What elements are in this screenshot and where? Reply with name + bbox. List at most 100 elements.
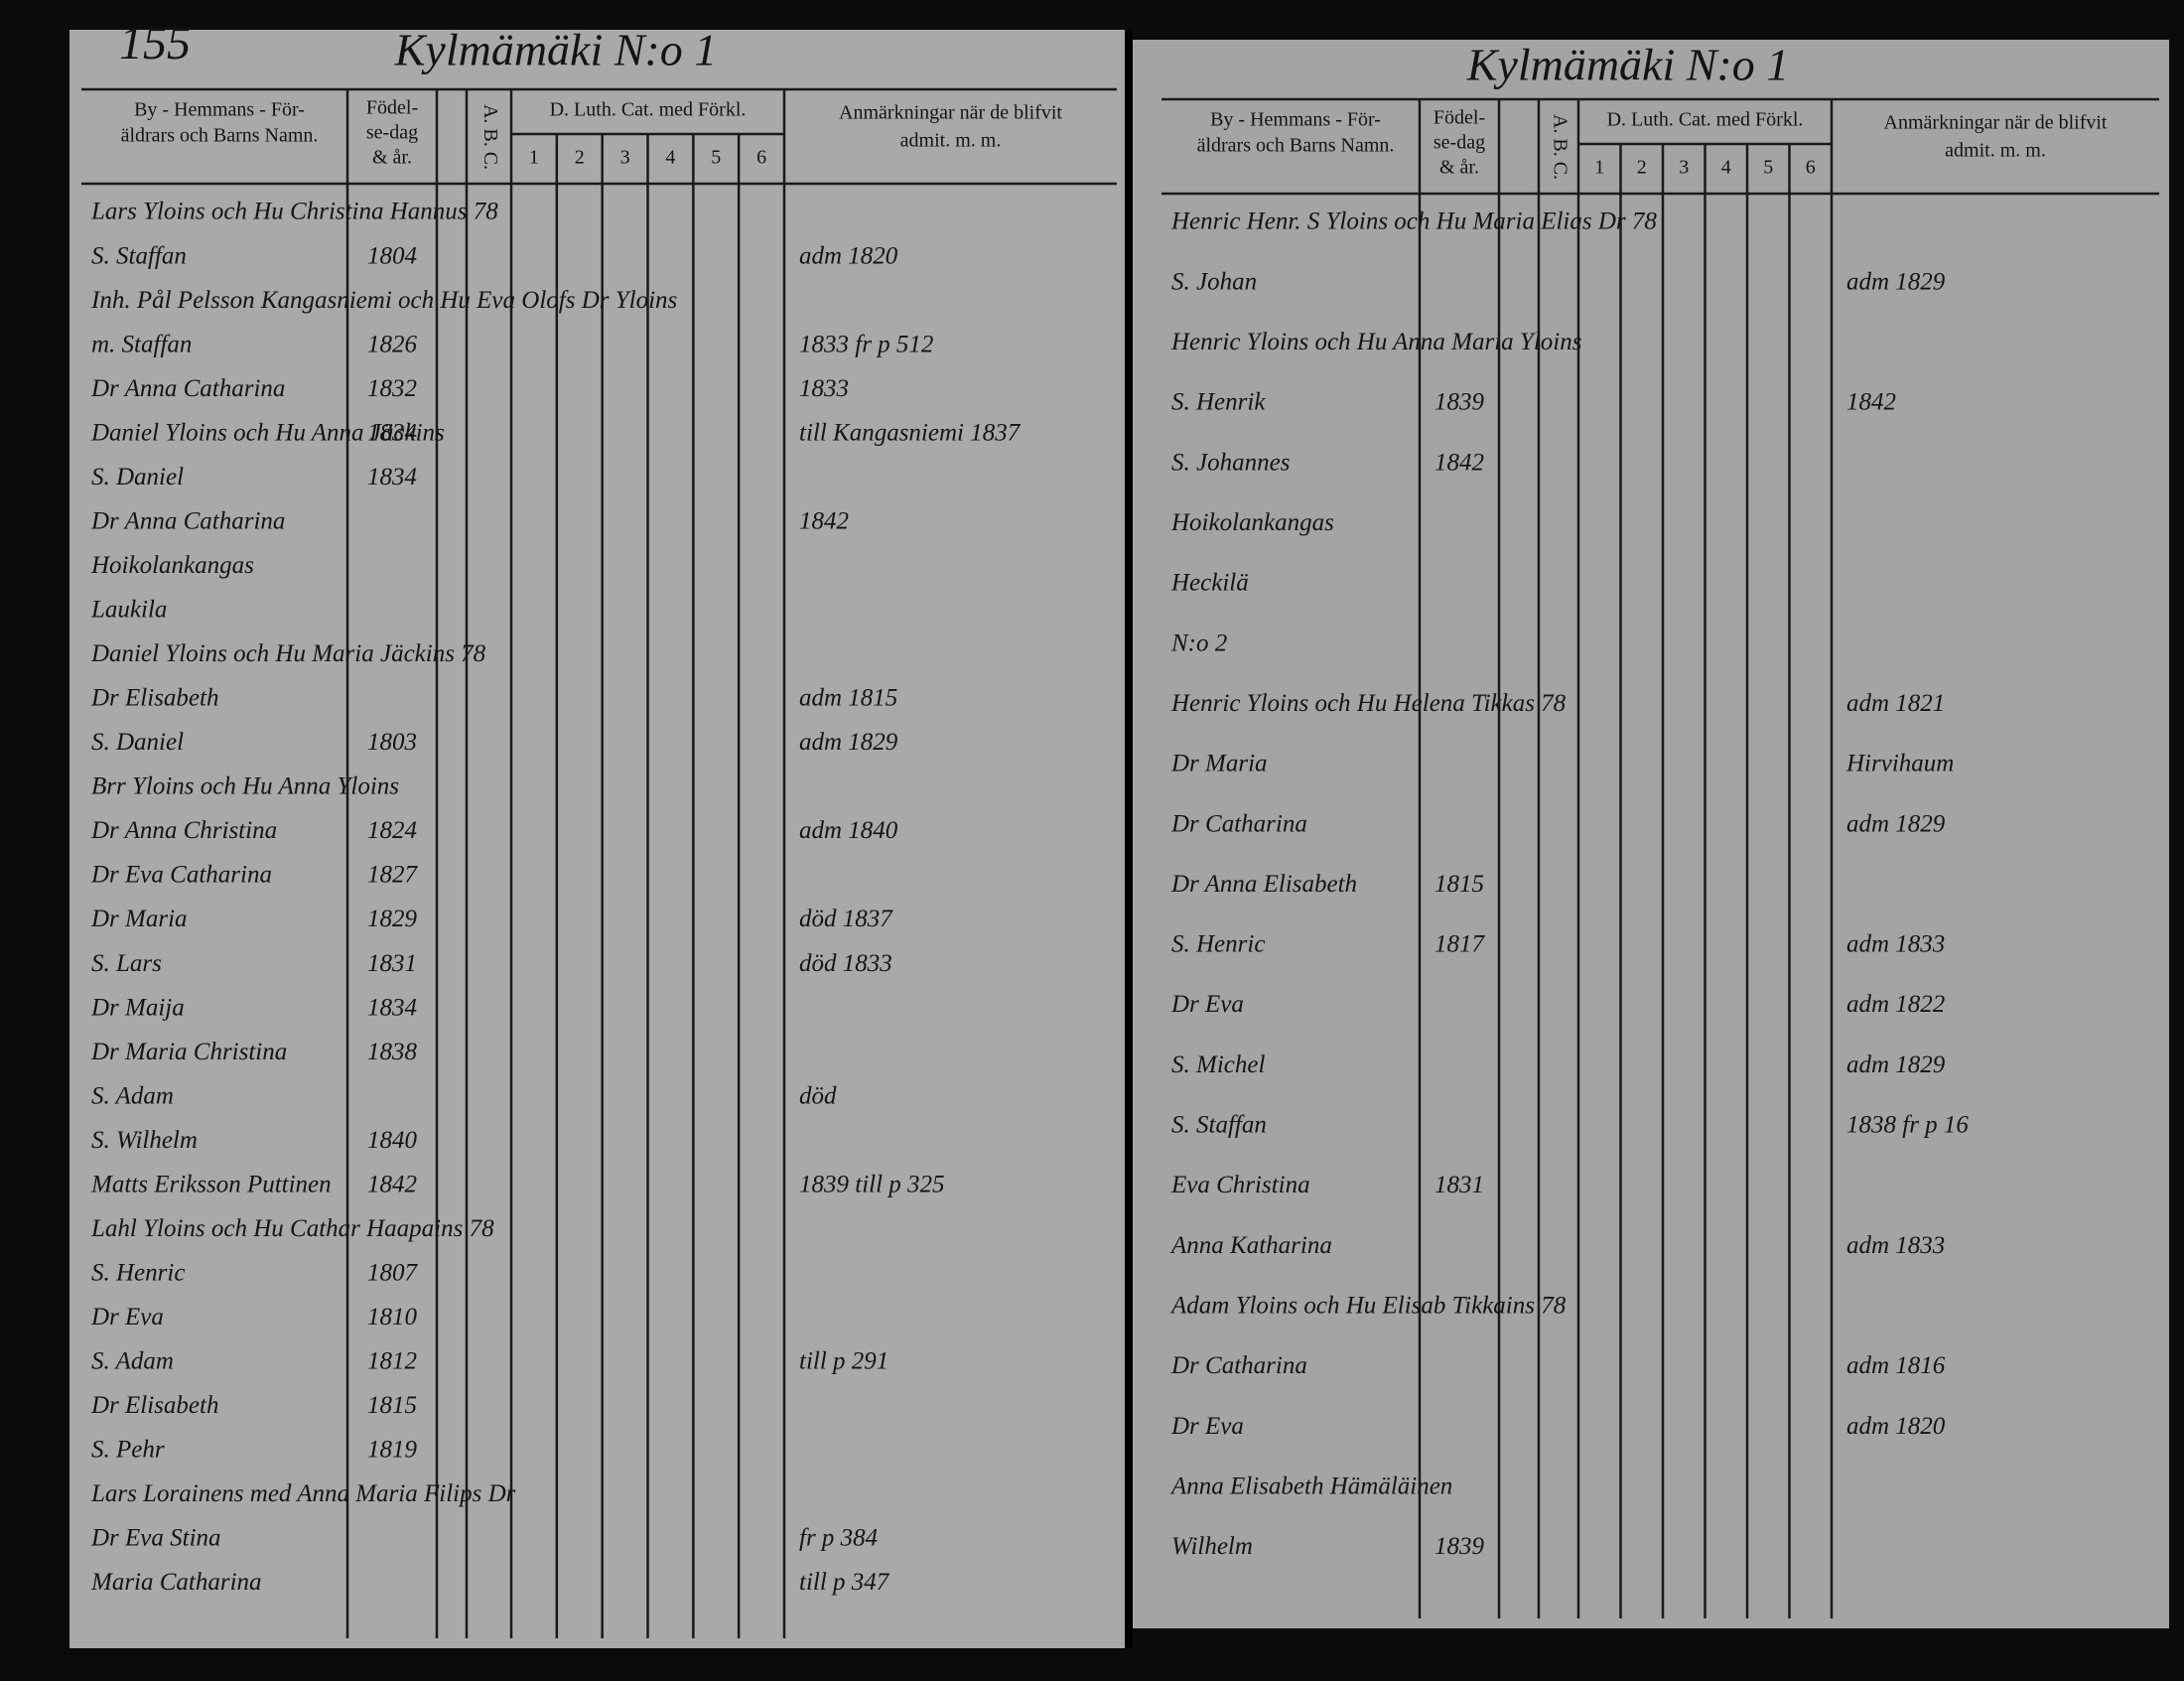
entry-name: Brr Yloins och Hu Anna Yloins [91,773,399,800]
entry-name: Dr Eva Stina [90,1525,221,1552]
entry-born: 1824 [367,817,417,844]
entry-remark: fr p 384 [799,1525,878,1552]
entry-remark: adm 1829 [1846,1051,1946,1078]
entry-name: Dr Anna Catharina [90,507,285,534]
entry-name: Dr Catharina [1170,810,1307,837]
entry-name: Dr Maria [90,906,188,932]
column-header: Anmärkningar när de blifvit [1884,112,2108,134]
entry-name: Dr Anna Catharina [90,375,285,402]
entry-remark: 1833 [799,375,849,402]
entry-born: 1842 [367,1171,417,1197]
right-page [1132,40,2169,1628]
column-header: D. Luth. Cat. med Förkl. [550,99,747,121]
entry-born: 1807 [367,1259,419,1286]
entry-remark: adm 1829 [1846,810,1946,837]
entry-born: 1817 [1434,931,1486,958]
entry-remark: adm 1829 [1846,268,1946,295]
left-page [69,30,1127,1648]
catechism-part: 1 [529,147,539,169]
entry-born: 1812 [367,1348,417,1375]
catechism-part: 5 [711,147,721,169]
column-header: D. Luth. Cat. med Förkl. [1607,109,1804,131]
entry-remark: adm 1822 [1846,991,1945,1018]
column-header: A. B. C. [479,104,501,170]
entry-name: Henric Yloins och Hu Helena Tikkas 78 [1170,690,1567,717]
entry-name: Dr Eva [1170,991,1244,1018]
entry-born: 1839 [1434,389,1485,416]
entry-name: m. Staffan [91,331,192,357]
entry-remark: adm 1820 [799,242,898,269]
entry-name: S. Henric [91,1259,185,1286]
entry-remark: död [799,1082,837,1109]
catechism-part: 6 [756,147,766,169]
entry-name: Dr Maija [90,994,185,1021]
entry-remark: till Kangasniemi 1837 [799,419,1022,446]
column-header: admit. m. m. [900,130,1002,152]
entry-remark: adm 1833 [1846,931,1945,958]
entry-name: S. Staffan [1171,1112,1267,1139]
entry-name: Dr Anna Christina [90,817,277,844]
column-header: Födel- [366,97,418,119]
entry-name: Dr Elisabeth [90,685,218,712]
entry-remark: adm 1829 [799,729,898,756]
entry-name: S. Johan [1171,268,1257,295]
entry-remark: till p 347 [799,1569,890,1596]
entry-name: Dr Elisabeth [90,1392,218,1419]
entry-name: Anna Katharina [1169,1232,1332,1259]
column-header: se-dag [1433,132,1485,154]
catechism-part: 2 [575,147,585,169]
entry-name: Wilhelm [1171,1533,1253,1560]
entry-born: 1832 [367,375,417,402]
entry-remark: död 1837 [799,906,893,932]
entry-name: S. Adam [91,1082,174,1109]
column-header: By - Hemmans - För- [1210,109,1381,131]
column-header: A. B. C. [1549,114,1570,180]
catechism-part: 4 [1721,157,1731,179]
entry-remark: till p 291 [799,1348,888,1375]
entry-name: S. Staffan [91,242,187,269]
entry-name: S. Henrik [1171,389,1266,416]
column-header: admit. m. m. [1945,140,2046,162]
entry-name: Anna Elisabeth Hämäläinen [1169,1472,1452,1499]
entry-name: S. Daniel [91,464,184,490]
entry-name: S. Johannes [1171,449,1290,476]
entry-name: Dr Eva [1170,1413,1244,1440]
entry-name: Inh. Pål Pelsson Kangasniemi och Hu Eva … [90,287,677,314]
entry-name: Dr Catharina [1170,1352,1307,1379]
column-header: äldrars och Barns Namn. [1197,135,1395,157]
column-header: Födel- [1433,107,1485,129]
column-header: & år. [1439,157,1479,179]
entry-remark: 1842 [1846,389,1896,416]
entry-born: 1831 [367,950,417,977]
entry-name: Lars Lorainens med Anna Maria Filips Dr [90,1480,516,1507]
entry-name: Daniel Yloins och Hu Maria Jäckins 78 [90,640,486,667]
entry-name: Lahl Yloins och Hu Cathar Haapains 78 [90,1215,494,1242]
entry-name: Maria Catharina [90,1569,262,1596]
entry-name: Dr Maria [1170,751,1268,777]
entry-name: Hoikolankangas [1170,509,1334,536]
entry-name: Lars Yloins och Hu Christina Hannus 78 [90,199,498,225]
entry-name: Henric Yloins och Hu Anna Maria Yloins [1170,329,1581,355]
catechism-part: 5 [1763,157,1773,179]
entry-name: Hoikolankangas [90,552,254,579]
catechism-part: 4 [665,147,675,169]
entry-name: Laukila [90,597,167,624]
entry-born: 1803 [367,729,417,756]
entry-name: Dr Maria Christina [90,1039,287,1065]
entry-remark: död 1833 [799,950,892,977]
entry-born: 1842 [1434,449,1484,476]
entry-born: 1826 [367,331,418,357]
entry-name: Dr Eva [90,1304,164,1331]
entry-born: 1804 [367,242,417,269]
entry-born: 1838 [367,1039,418,1065]
page-number: 155 [119,17,191,70]
column-header: By - Hemmans - För- [134,99,305,121]
entry-name: S. Pehr [91,1437,165,1464]
page-title: Kylmämäki N:o 1 [394,25,718,75]
entry-born: 1834 [367,464,417,490]
entry-name: Adam Yloins och Hu Elisab Tikkains 78 [1169,1292,1567,1319]
entry-name: Matts Eriksson Puttinen [90,1171,332,1197]
entry-born: 1831 [1434,1172,1484,1198]
entry-name: Daniel Yloins och Hu Anna Jäckins [90,419,445,446]
